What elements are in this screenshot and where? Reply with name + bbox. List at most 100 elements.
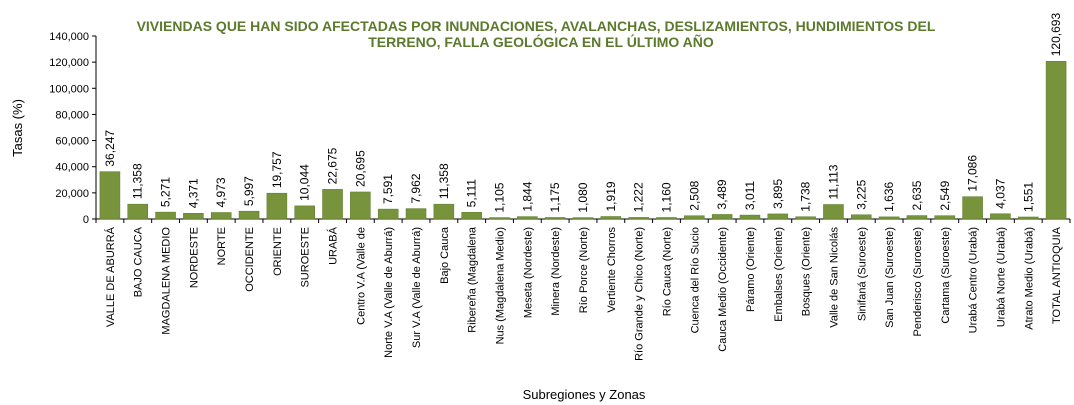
category-label: Minera (Nordeste) bbox=[550, 227, 562, 316]
data-label: 2,635 bbox=[910, 180, 924, 210]
category-label: TOTAL ANTIOQUIA bbox=[1051, 226, 1063, 324]
category-label: Sur V.A (Valle de Aburrá) bbox=[411, 227, 423, 348]
bar bbox=[405, 208, 427, 220]
data-label: 3,895 bbox=[771, 179, 785, 209]
bar bbox=[711, 214, 733, 220]
bar bbox=[823, 204, 844, 220]
bar bbox=[795, 216, 816, 220]
bar bbox=[517, 216, 538, 220]
bar bbox=[990, 213, 1011, 220]
data-label: 11,358 bbox=[437, 163, 451, 199]
data-label: 20,695 bbox=[353, 150, 367, 187]
category-label: Meseta (Nordeste) bbox=[522, 227, 534, 318]
category-label: Vertiente Chorros bbox=[606, 227, 618, 313]
y-axis-title: Tasas (%) bbox=[10, 99, 25, 157]
data-label: 7,591 bbox=[381, 174, 395, 204]
chart-title-line-2: TERRENO, FALLA GEOLÓGICA EN EL ÚLTIMO AÑ… bbox=[368, 33, 714, 50]
data-label: 1,844 bbox=[520, 181, 534, 211]
category-label: Bosques (Oriente) bbox=[801, 227, 813, 316]
bar bbox=[210, 212, 232, 220]
bar bbox=[962, 196, 983, 220]
bar bbox=[851, 214, 872, 220]
bar bbox=[127, 203, 149, 220]
category-label: VALLE DE ABURRÁ bbox=[104, 226, 117, 327]
data-label: 1,105 bbox=[493, 182, 507, 212]
data-label: 11,113 bbox=[826, 164, 840, 199]
bar bbox=[934, 215, 956, 220]
data-label: 19,757 bbox=[270, 151, 284, 188]
bar bbox=[1017, 216, 1039, 220]
category-label: Atrato Medio (Urabá) bbox=[1023, 227, 1035, 330]
category-label: NORTE bbox=[216, 227, 228, 265]
bar bbox=[656, 217, 677, 220]
bar bbox=[99, 171, 121, 220]
y-tick-label: 20,000 bbox=[55, 188, 89, 200]
y-tick-label: 0 bbox=[83, 214, 89, 226]
category-label: Embalses (Oriente) bbox=[773, 227, 785, 322]
data-label: 1,919 bbox=[604, 181, 618, 211]
category-label: Río Porce (Norte) bbox=[578, 227, 590, 313]
category-label: Cuenca del Río Sucio bbox=[689, 227, 701, 333]
data-label: 5,111 bbox=[465, 179, 479, 208]
category-label: Río Cauca (Norte) bbox=[661, 227, 673, 316]
y-tick-label: 40,000 bbox=[55, 162, 89, 174]
bar bbox=[684, 215, 705, 220]
category-label: SUROESTE bbox=[300, 227, 312, 288]
bar bbox=[878, 216, 900, 220]
bar bbox=[1045, 60, 1067, 220]
category-label: OCCIDENTE bbox=[244, 227, 256, 292]
data-label: 5,997 bbox=[242, 176, 256, 206]
bar bbox=[767, 213, 789, 220]
category-label: Centro V.A (Valle de bbox=[355, 227, 367, 325]
y-tick-label: 100,000 bbox=[49, 83, 89, 95]
bar bbox=[294, 205, 315, 220]
bar bbox=[322, 189, 343, 220]
y-tick-label: 80,000 bbox=[55, 109, 89, 121]
data-label: 11,358 bbox=[131, 163, 145, 199]
data-label: 4,037 bbox=[993, 178, 1007, 208]
y-tick-label: 120,000 bbox=[49, 57, 89, 69]
bar bbox=[377, 208, 399, 220]
category-label: Río Grande y Chico (Norte) bbox=[634, 227, 646, 361]
bar bbox=[238, 210, 260, 220]
category-label: Norte V.A (Valle de Aburrá) bbox=[383, 227, 395, 358]
data-label: 22,675 bbox=[326, 147, 340, 184]
data-label: 3,011 bbox=[743, 181, 757, 210]
category-label: Cartama (Suroeste) bbox=[940, 227, 952, 324]
bar bbox=[572, 217, 594, 220]
category-label: Urabá Norte (Urabá) bbox=[995, 227, 1007, 327]
data-label: 36,247 bbox=[103, 130, 117, 167]
category-label: ORIENTE bbox=[272, 227, 284, 276]
data-label: 4,371 bbox=[186, 178, 200, 208]
data-label: 2,549 bbox=[938, 180, 952, 210]
category-label: Nus (Magdalena Medio) bbox=[495, 227, 507, 344]
category-label: Urabá Centro (Urabá) bbox=[968, 227, 980, 333]
bar bbox=[433, 203, 455, 220]
y-tick-label: 140,000 bbox=[49, 31, 89, 43]
bar bbox=[461, 212, 482, 220]
category-label: Bajo Cauca bbox=[439, 226, 451, 284]
data-label: 17,086 bbox=[966, 155, 980, 192]
data-label: 2,508 bbox=[687, 180, 701, 210]
data-label: 4,973 bbox=[214, 177, 228, 207]
data-label: 5,271 bbox=[159, 177, 173, 207]
bar bbox=[155, 211, 176, 220]
bar bbox=[266, 192, 288, 220]
data-label: 7,962 bbox=[409, 173, 423, 203]
bar bbox=[183, 213, 204, 220]
bar bbox=[489, 217, 510, 220]
bar bbox=[628, 217, 649, 220]
data-label: 1,222 bbox=[632, 182, 646, 212]
bar bbox=[906, 215, 928, 220]
data-label: 3,489 bbox=[715, 179, 729, 209]
data-label: 1,738 bbox=[799, 181, 813, 211]
category-label: Cauca Medio (Occidente) bbox=[717, 227, 729, 352]
data-label: 1,636 bbox=[882, 182, 896, 212]
category-label: Ribereña (Magdalena bbox=[467, 226, 479, 333]
category-label: San Juan (Suroeste) bbox=[884, 227, 896, 328]
data-label: 120,693 bbox=[1049, 13, 1063, 57]
plot-area: 0 20,000 40,000 60,000 80,000 100,000 120,000 1… bbox=[49, 13, 1071, 361]
y-tick-label: 60,000 bbox=[55, 136, 89, 148]
data-label: 1,160 bbox=[659, 182, 673, 212]
